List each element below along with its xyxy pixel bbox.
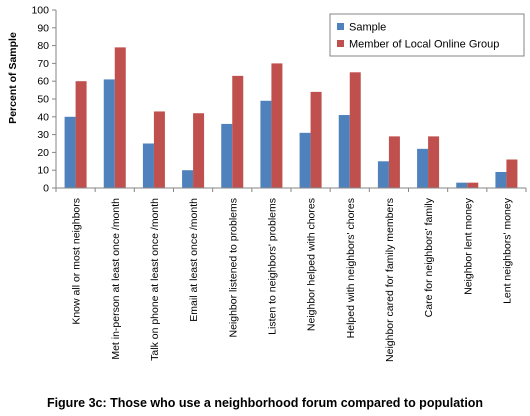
legend-swatch bbox=[337, 40, 344, 47]
x-tick-label: Neighbor lent money bbox=[462, 197, 474, 295]
y-axis-ticks: 0 10 20 30 40 50 60 70 80 90 100 bbox=[31, 5, 527, 195]
x-tick-label: Care for neighbors' family bbox=[423, 197, 435, 317]
x-tick-label: Email at least once /month bbox=[188, 198, 200, 322]
figure-caption: Figure 3c: Those who use a neighborhood … bbox=[46, 396, 484, 410]
bar-chart: 0 10 20 30 40 50 60 70 80 90 100 Know all or most … bbox=[7, 5, 527, 362]
y-tick-label: 40 bbox=[37, 111, 49, 123]
y-tick-label: 70 bbox=[37, 58, 49, 70]
bar-sample-10 bbox=[456, 182, 468, 188]
x-tick-label: Helped with neighbors' chores bbox=[345, 198, 357, 338]
bar-online-group-8 bbox=[388, 136, 400, 188]
x-tick-label: Neighbor listened to problems bbox=[227, 198, 239, 338]
x-tick-label: Talk on phone at least once /month bbox=[149, 198, 161, 361]
legend-swatch bbox=[337, 23, 344, 30]
bar-online-group-2 bbox=[153, 111, 165, 188]
bar-online-group-1 bbox=[114, 47, 126, 188]
bar-sample-3 bbox=[182, 170, 194, 188]
x-tick-label: Listen to neighbors' problems bbox=[266, 198, 278, 335]
x-tick-label: Lent neighbors' money bbox=[501, 197, 513, 304]
bar-online-group-9 bbox=[428, 136, 440, 188]
bar-sample-9 bbox=[417, 148, 429, 188]
y-tick-label: 90 bbox=[37, 22, 49, 34]
y-tick-label: 60 bbox=[37, 76, 49, 88]
y-tick-label: 30 bbox=[37, 129, 49, 141]
bar-online-group-4 bbox=[232, 75, 244, 188]
x-tick-label: Know all or most neighbors bbox=[71, 198, 83, 325]
bar-online-group-3 bbox=[193, 113, 205, 188]
y-tick-label: 10 bbox=[37, 165, 49, 177]
y-tick-label: 20 bbox=[37, 147, 49, 159]
bar-sample-1 bbox=[103, 79, 115, 188]
legend-box bbox=[329, 13, 525, 57]
bars bbox=[64, 47, 518, 188]
bar-sample-7 bbox=[338, 115, 350, 188]
bar-sample-0 bbox=[64, 116, 76, 188]
legend-label: Member of Local Online Group bbox=[349, 39, 499, 51]
y-tick-label: 0 bbox=[43, 183, 49, 195]
bar-sample-6 bbox=[299, 132, 311, 188]
y-tick-label: 80 bbox=[37, 40, 49, 52]
y-axis-title: Percent of Sample bbox=[7, 32, 19, 124]
bar-online-group-11 bbox=[506, 159, 518, 188]
bar-online-group-7 bbox=[349, 72, 361, 188]
legend-label: Sample bbox=[349, 22, 386, 34]
bar-sample-4 bbox=[221, 123, 233, 188]
bar-sample-8 bbox=[377, 161, 389, 188]
x-axis-labels: Know all or most neighbors Met in-person … bbox=[71, 197, 514, 362]
bar-sample-2 bbox=[142, 143, 154, 188]
y-tick-label: 100 bbox=[31, 5, 49, 17]
bar-online-group-5 bbox=[271, 63, 283, 188]
x-tick-label: Neighbor cared for family members bbox=[384, 198, 396, 362]
bar-online-group-10 bbox=[467, 182, 479, 188]
bar-sample-5 bbox=[260, 100, 272, 188]
bar-online-group-6 bbox=[310, 91, 322, 188]
bar-sample-11 bbox=[495, 171, 507, 188]
bar-online-group-0 bbox=[75, 81, 87, 188]
legend: Sample Member of Local Online Group bbox=[329, 13, 525, 57]
x-tick-label: Met in-person at least once /month bbox=[110, 198, 122, 360]
y-tick-label: 50 bbox=[37, 94, 49, 106]
x-tick-label: Neighbor helped with chores bbox=[306, 198, 318, 331]
